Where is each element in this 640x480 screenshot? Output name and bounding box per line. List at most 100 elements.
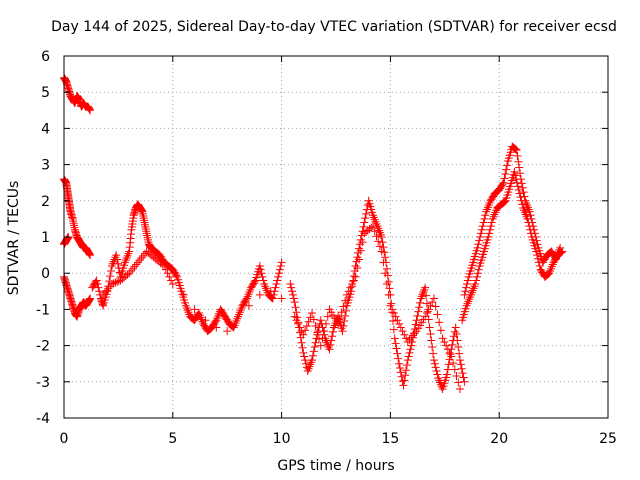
data-point	[370, 227, 379, 236]
data-point	[473, 243, 482, 252]
data-point	[294, 319, 303, 328]
data-point	[335, 314, 344, 323]
data-point	[394, 354, 403, 363]
data-point	[107, 267, 116, 276]
grid	[64, 56, 608, 418]
data-point	[502, 165, 511, 174]
data-point	[277, 258, 286, 267]
data-point	[501, 170, 510, 179]
y-tick-label: 3	[41, 158, 50, 174]
data-point	[288, 290, 297, 299]
data-point	[389, 325, 398, 334]
data-point	[440, 337, 449, 346]
data-point	[301, 356, 310, 365]
data-point	[487, 218, 496, 227]
data-point	[212, 323, 221, 332]
data-point	[503, 161, 512, 170]
data-point	[415, 303, 424, 312]
data-point	[422, 291, 431, 300]
data-point	[442, 370, 451, 379]
data-point	[295, 323, 304, 332]
data-point	[316, 316, 325, 325]
data-point	[255, 261, 264, 270]
y-tick-label: 1	[41, 230, 50, 246]
data-point	[359, 222, 368, 231]
data-point	[462, 283, 471, 292]
data-point	[407, 341, 416, 350]
data-point	[436, 326, 445, 335]
data-point	[234, 312, 243, 321]
data-point	[518, 200, 527, 209]
data-point	[486, 222, 495, 231]
data-point	[386, 301, 395, 310]
data-point	[276, 261, 285, 270]
data-point	[474, 265, 483, 274]
data-point	[515, 163, 524, 172]
data-point	[433, 370, 442, 379]
data-point	[447, 352, 456, 361]
data-point	[316, 341, 325, 350]
data-point	[334, 319, 343, 328]
data-point	[391, 339, 400, 348]
data-point	[368, 222, 377, 231]
data-point	[421, 283, 430, 292]
data-point	[344, 287, 353, 296]
data-point	[111, 278, 120, 287]
y-tick-label: 2	[41, 194, 50, 210]
data-point	[557, 248, 566, 257]
series-main-lower	[99, 247, 286, 336]
data-point	[367, 223, 376, 232]
data-point	[413, 311, 422, 320]
data-point	[477, 225, 486, 234]
data-point	[289, 294, 298, 303]
data-point	[211, 317, 220, 326]
data-point	[346, 283, 355, 292]
data-point	[476, 229, 485, 238]
data-point	[396, 368, 405, 377]
data-point	[93, 280, 102, 289]
x-axis-label: GPS time / hours	[277, 458, 394, 474]
data-point	[402, 334, 411, 343]
y-tick-label: 4	[41, 121, 50, 137]
data-point	[515, 189, 524, 198]
data-point	[476, 233, 485, 241]
data-point	[399, 381, 408, 390]
data-point	[556, 248, 565, 257]
data-point	[479, 218, 488, 227]
data-point	[292, 316, 301, 325]
data-point	[427, 336, 436, 345]
data-point	[113, 255, 122, 264]
data-point	[179, 290, 188, 299]
data-point	[513, 182, 522, 191]
data-point	[456, 385, 465, 394]
data-point	[258, 272, 267, 281]
data-point	[123, 270, 132, 279]
data-point	[452, 330, 461, 339]
data-point	[255, 290, 264, 299]
data-point	[443, 365, 452, 374]
data-point	[404, 352, 413, 361]
data-point	[313, 328, 322, 337]
data-point	[432, 366, 441, 375]
x-tick-label: 0	[60, 431, 69, 447]
y-tick-label: 0	[41, 266, 50, 282]
data-point	[339, 302, 348, 311]
data-point	[309, 315, 318, 324]
data-point	[301, 326, 310, 335]
data-point	[453, 336, 462, 345]
data-point	[353, 264, 362, 273]
x-tick-label: 10	[273, 431, 291, 447]
data-point	[349, 276, 358, 285]
y-tick-label: -1	[36, 302, 50, 318]
data-point	[320, 327, 329, 336]
data-point	[535, 261, 544, 270]
data-point	[339, 322, 348, 331]
data-point	[311, 322, 320, 331]
data-point	[478, 222, 487, 231]
data-point	[304, 317, 313, 326]
data-point	[158, 260, 167, 269]
data-point	[428, 298, 437, 307]
data-point	[429, 294, 438, 303]
